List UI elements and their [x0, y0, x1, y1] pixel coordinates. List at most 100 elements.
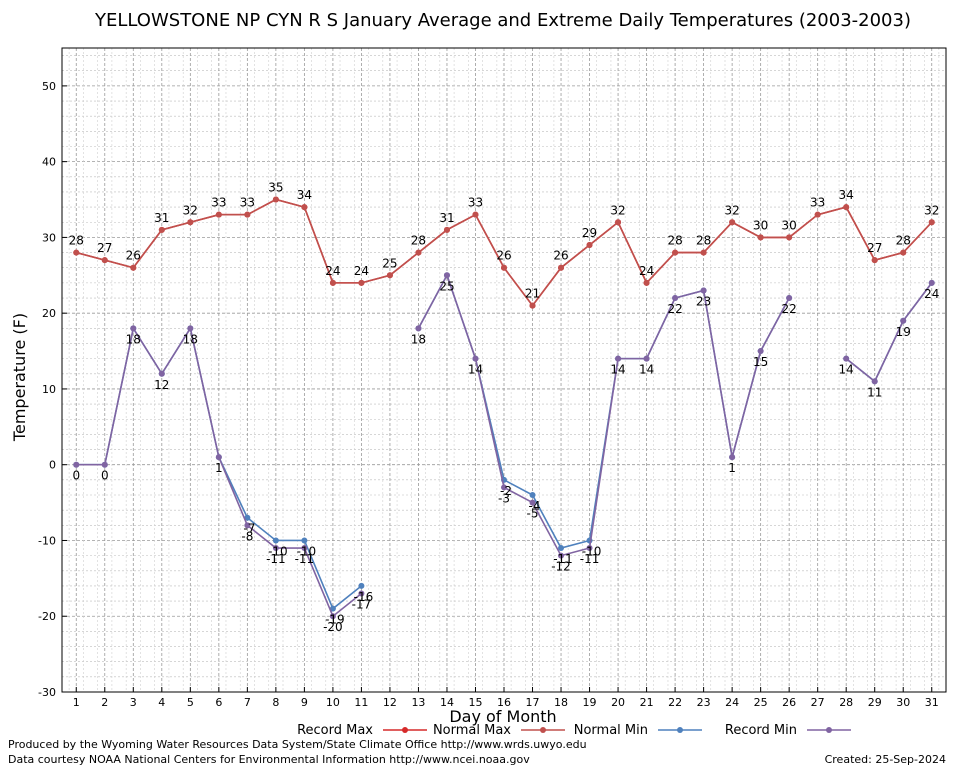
point-normal-max: [358, 279, 365, 286]
data-label-normal-max: 33: [468, 196, 483, 210]
x-tick-label: 26: [782, 696, 796, 709]
point-normal-max: [814, 211, 821, 218]
data-label-normal-max: 31: [439, 211, 454, 225]
y-tick-label: 50: [42, 80, 56, 93]
x-tick-label: 20: [611, 696, 625, 709]
data-label-record-min: -12: [551, 560, 571, 574]
point-record-min: [472, 355, 479, 362]
x-tick-label: 19: [583, 696, 597, 709]
point-normal-max: [643, 279, 650, 286]
data-label-normal-max: 26: [553, 249, 568, 263]
x-tick-label: 6: [215, 696, 222, 709]
legend-item-record-max: Record Max: [297, 723, 427, 738]
point-normal-max: [786, 234, 793, 241]
point-normal-max: [244, 211, 251, 218]
point-normal-max: [272, 196, 279, 203]
legend-marker: [402, 727, 408, 733]
data-label-normal-max: 24: [325, 264, 340, 278]
data-label-record-min: 18: [183, 332, 198, 346]
data-label-normal-max: 32: [724, 203, 739, 217]
data-label-record-min: -20: [323, 620, 343, 634]
legend-item-normal-min: Normal Min: [574, 723, 702, 738]
footer-created: Created: 25-Sep-2024: [825, 753, 946, 766]
point-normal-max: [443, 226, 450, 233]
point-record-min: [700, 287, 707, 294]
x-tick-label: 8: [272, 696, 279, 709]
data-label-normal-max: 33: [810, 196, 825, 210]
point-normal-max: [158, 226, 165, 233]
point-record-min: [501, 484, 507, 491]
point-record-min: [73, 461, 80, 468]
y-axis-label: Temperature (F): [10, 313, 29, 442]
data-label-normal-max: 28: [69, 234, 84, 248]
data-label-record-min: 23: [696, 294, 711, 308]
legend-item-record-min: Record Min: [725, 723, 851, 738]
legend-item-normal-max: Normal Max: [433, 723, 565, 738]
data-label-normal-max: 27: [97, 241, 112, 255]
x-tick-label: 30: [896, 696, 910, 709]
point-normal-max: [615, 219, 622, 226]
data-label-normal-max: 33: [211, 196, 226, 210]
series-line-record-min: [417, 273, 790, 557]
point-normal-max: [900, 249, 907, 256]
point-normal-max: [130, 264, 137, 271]
point-normal-min: [272, 537, 279, 544]
x-tick-label: 22: [668, 696, 682, 709]
x-tick-label: 25: [754, 696, 768, 709]
legend-marker: [540, 727, 546, 733]
data-label-normal-max: 30: [782, 218, 797, 232]
y-tick-label: 40: [42, 156, 56, 169]
point-normal-max: [757, 234, 764, 241]
data-label-normal-max: 26: [496, 249, 511, 263]
data-label-normal-min: -2: [500, 484, 512, 498]
legend-label: Normal Max: [433, 723, 511, 738]
grid: [62, 48, 946, 693]
point-record-min: [187, 325, 194, 332]
y-tick-label: 20: [42, 307, 56, 320]
point-record-min: [215, 454, 222, 461]
data-labels: 28 27 26 31 32 33 33 35 34 24 24 25 28 31 33 26 21 26 29 32…: [69, 181, 940, 635]
data-label-record-min: 0: [72, 469, 80, 483]
legend: Record Max Normal Max Normal Min Record Min: [297, 723, 851, 738]
y-tick-label: -10: [38, 534, 56, 547]
y-tick-label: 30: [42, 231, 56, 244]
point-normal-max: [928, 219, 935, 226]
data-label-record-min: 0: [101, 469, 109, 483]
x-tick-label: 27: [811, 696, 825, 709]
point-record-min: [415, 325, 422, 332]
x-tick-label: 1: [73, 696, 80, 709]
point-normal-max: [415, 249, 422, 256]
data-label-record-min: 22: [667, 302, 682, 316]
point-record-min: [843, 355, 850, 362]
x-tick-label: 18: [554, 696, 568, 709]
data-label-normal-max: 24: [639, 264, 654, 278]
data-label-record-min: -17: [352, 598, 372, 612]
data-label-normal-max: 32: [924, 203, 939, 217]
point-normal-max: [386, 272, 393, 279]
chart-title: YELLOWSTONE NP CYN R S January Average a…: [94, 10, 911, 31]
point-record-min: [786, 295, 793, 302]
data-label-normal-max: 32: [183, 203, 198, 217]
footer-produced-by: Produced by the Wyoming Water Resources …: [8, 738, 587, 751]
point-record-min: [301, 545, 308, 552]
x-tick-label: 9: [301, 696, 308, 709]
data-label-normal-max: 28: [667, 234, 682, 248]
legend-label: Normal Min: [574, 723, 648, 738]
y-tick-label: -30: [38, 686, 56, 699]
data-label-normal-min: -19: [325, 613, 345, 627]
data-label-record-min: -3: [498, 491, 510, 505]
x-tick-label: 23: [697, 696, 711, 709]
data-label-normal-max: 32: [610, 203, 625, 217]
series-line-normal-min: [845, 282, 933, 383]
data-label-normal-max: 21: [525, 287, 540, 301]
x-tick-label: 21: [640, 696, 654, 709]
data-label-record-min: 14: [468, 363, 483, 377]
point-record-min: [643, 355, 650, 362]
y-tick-label: 10: [42, 383, 56, 396]
point-normal-max: [529, 302, 536, 309]
data-label-record-min: 19: [896, 325, 911, 339]
data-label-record-min: 12: [154, 378, 169, 392]
point-normal-min: [244, 514, 251, 521]
point-normal-max: [301, 204, 308, 211]
point-record-min: [729, 454, 736, 461]
